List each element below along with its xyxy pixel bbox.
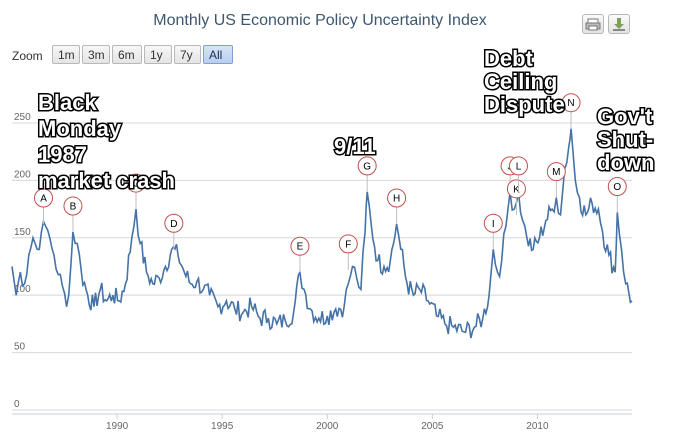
flag-label: F — [345, 239, 351, 250]
event-annotation: Debt — [484, 46, 534, 71]
flag-label: D — [170, 219, 177, 230]
event-annotation: Shut- — [597, 127, 653, 152]
x-tick-label: 1990 — [106, 421, 129, 432]
event-annotation: down — [597, 150, 654, 175]
zoom-label: Zoom — [12, 49, 43, 63]
print-button[interactable] — [582, 14, 604, 34]
flag-label: B — [70, 202, 77, 213]
chart-title: Monthly US Economic Policy Uncertainty I… — [153, 12, 487, 29]
x-tick-label: 1995 — [211, 421, 234, 432]
flag-label: H — [393, 194, 400, 205]
flag-label: I — [492, 219, 495, 230]
flag-label: M — [552, 167, 560, 178]
flag-label: A — [40, 194, 47, 205]
y-tick-label: 0 — [14, 399, 20, 410]
event-annotation: 1987 — [38, 142, 87, 167]
export-button[interactable] — [608, 14, 630, 34]
flag-marker — [546, 162, 566, 182]
x-tick-label: 2005 — [421, 421, 444, 432]
zoom-button-1y[interactable]: 1y — [144, 45, 172, 64]
y-tick-label: 50 — [14, 342, 26, 353]
flag-label: K — [513, 184, 520, 195]
download-icon — [613, 18, 625, 31]
flag-marker — [607, 177, 627, 197]
flag-label: E — [297, 242, 304, 253]
x-tick-label: 2000 — [316, 421, 339, 432]
flag-marker — [509, 156, 529, 176]
flag-label: L — [516, 161, 522, 172]
zoom-button-1m[interactable]: 1m — [52, 45, 80, 64]
event-annotation: market crash — [38, 168, 175, 193]
flag-label: C — [132, 179, 139, 190]
flag-marker — [34, 188, 54, 208]
flag-marker — [483, 213, 503, 233]
y-tick-label: 200 — [14, 169, 31, 180]
zoom-button-7y[interactable]: 7y — [174, 45, 201, 64]
y-tick-label: 100 — [14, 284, 31, 295]
flag-marker — [387, 188, 407, 208]
event-annotation: 9/11 — [334, 134, 376, 159]
flag-label: O — [613, 182, 621, 193]
flag-marker — [561, 93, 581, 113]
flag-marker — [290, 236, 310, 256]
y-tick-label: 250 — [14, 112, 31, 123]
flag-marker — [338, 234, 358, 254]
zoom-button-all[interactable]: All — [203, 45, 233, 64]
x-tick-label: 2010 — [526, 421, 549, 432]
zoom-button-6m[interactable]: 6m — [112, 45, 142, 64]
event-annotation: Gov't — [597, 104, 653, 129]
event-annotation: Dispute — [484, 92, 565, 117]
flag-label: G — [363, 161, 371, 172]
event-annotation: Ceiling — [484, 69, 557, 94]
y-tick-label: 150 — [14, 227, 31, 238]
zoom-button-3m[interactable]: 3m — [82, 45, 110, 64]
print-icon — [585, 18, 601, 31]
event-annotation: Black — [38, 90, 97, 115]
event-annotation: Monday — [38, 116, 122, 141]
flag-marker — [506, 179, 526, 199]
series-line — [11, 128, 633, 339]
flag-marker — [164, 213, 184, 233]
flag-marker — [357, 156, 377, 176]
flag-marker — [126, 173, 146, 193]
flag-label: N — [567, 98, 574, 109]
flag-marker — [63, 196, 83, 216]
